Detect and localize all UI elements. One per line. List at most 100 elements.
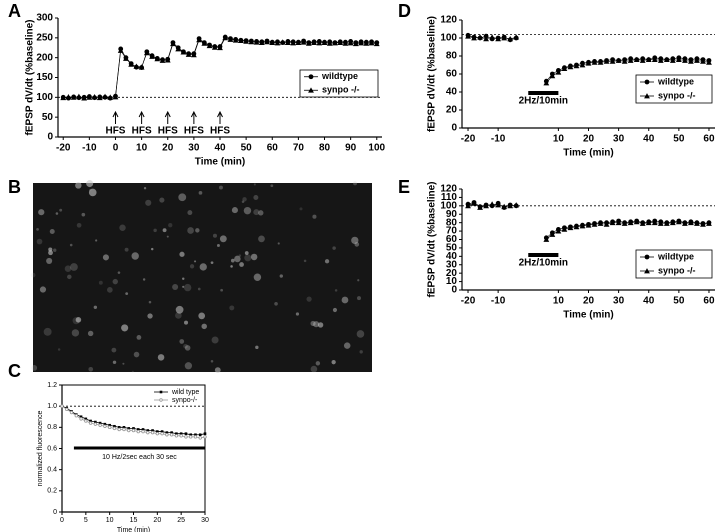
marker: [706, 59, 712, 65]
marker: [352, 40, 359, 47]
marker: [579, 62, 586, 68]
panel-label: C: [8, 361, 21, 381]
marker: [489, 201, 496, 207]
puncta: [253, 209, 260, 216]
marker: [332, 40, 338, 46]
marker: [136, 428, 140, 431]
puncta: [354, 242, 360, 247]
marker: [156, 430, 159, 433]
marker: [269, 39, 276, 45]
marker: [175, 46, 182, 52]
marker: [201, 40, 208, 46]
marker: [196, 36, 202, 43]
marker: [651, 219, 658, 226]
marker: [300, 39, 307, 45]
puncta: [117, 271, 121, 274]
puncta: [274, 302, 278, 306]
marker: [232, 37, 239, 43]
puncta: [189, 264, 195, 269]
marker: [84, 417, 88, 421]
marker: [308, 87, 314, 93]
marker: [217, 44, 223, 51]
puncta: [253, 194, 259, 200]
marker: [513, 202, 520, 208]
puncta: [212, 233, 218, 238]
puncta: [279, 274, 283, 278]
x-tick-label: 20: [153, 517, 161, 524]
marker: [141, 428, 145, 431]
marker: [465, 33, 471, 39]
x-tick-label: 70: [293, 143, 305, 154]
panel-label: B: [8, 177, 21, 197]
puncta: [88, 188, 97, 197]
y-tick-label: 20: [446, 268, 458, 279]
puncta: [43, 327, 52, 336]
marker: [154, 55, 161, 62]
hfs-arrowhead: [138, 110, 145, 118]
marker: [591, 59, 598, 65]
marker: [507, 202, 514, 209]
marker: [91, 94, 98, 100]
puncta: [36, 228, 39, 231]
x-tick-label: 50: [241, 143, 253, 154]
puncta: [244, 254, 252, 262]
marker: [98, 423, 102, 427]
marker: [206, 42, 213, 49]
marker: [609, 219, 616, 226]
puncta: [231, 207, 238, 214]
marker: [131, 428, 136, 433]
y-tick-label: 0.8: [47, 424, 57, 431]
puncta: [124, 247, 129, 252]
marker: [96, 94, 103, 101]
marker: [675, 56, 682, 62]
marker: [113, 424, 116, 428]
marker: [180, 49, 187, 55]
marker: [122, 426, 126, 429]
marker: [211, 44, 218, 50]
panel-label: D: [398, 1, 411, 21]
hfs-label: HFS: [158, 126, 178, 137]
puncta: [88, 188, 92, 192]
marker: [555, 69, 562, 75]
marker: [86, 94, 93, 100]
puncta: [317, 322, 324, 328]
puncta: [194, 260, 197, 263]
marker: [639, 57, 646, 63]
puncta: [359, 350, 363, 354]
marker: [98, 421, 102, 425]
marker: [495, 202, 502, 208]
marker: [706, 220, 712, 226]
x-axis-title: Time (min): [195, 157, 245, 168]
marker: [143, 50, 150, 56]
marker: [179, 434, 183, 438]
x-tick-label: 0: [60, 517, 64, 524]
marker: [127, 428, 131, 433]
puncta: [184, 320, 189, 325]
marker: [615, 57, 622, 63]
marker: [549, 231, 556, 237]
marker: [290, 40, 297, 46]
puncta: [255, 345, 259, 350]
marker: [198, 433, 202, 437]
puncta: [46, 257, 53, 264]
y-tick-label: 1.0: [47, 403, 57, 410]
hfs-arrowhead: [112, 110, 119, 118]
legend-label: wildtype: [657, 251, 694, 261]
puncta: [107, 287, 113, 293]
y-tick-label: 20: [446, 105, 458, 116]
marker: [579, 223, 586, 229]
puncta: [310, 365, 318, 373]
puncta: [219, 235, 227, 243]
marker: [644, 268, 650, 274]
marker: [501, 203, 508, 210]
marker: [645, 56, 652, 62]
puncta: [172, 283, 179, 291]
puncta: [230, 265, 233, 268]
marker: [694, 220, 700, 226]
marker: [549, 72, 556, 79]
x-tick-label: 20: [583, 134, 595, 145]
puncta: [306, 296, 312, 302]
marker: [609, 58, 616, 64]
x-tick-label: -20: [461, 296, 476, 307]
marker: [555, 228, 562, 234]
